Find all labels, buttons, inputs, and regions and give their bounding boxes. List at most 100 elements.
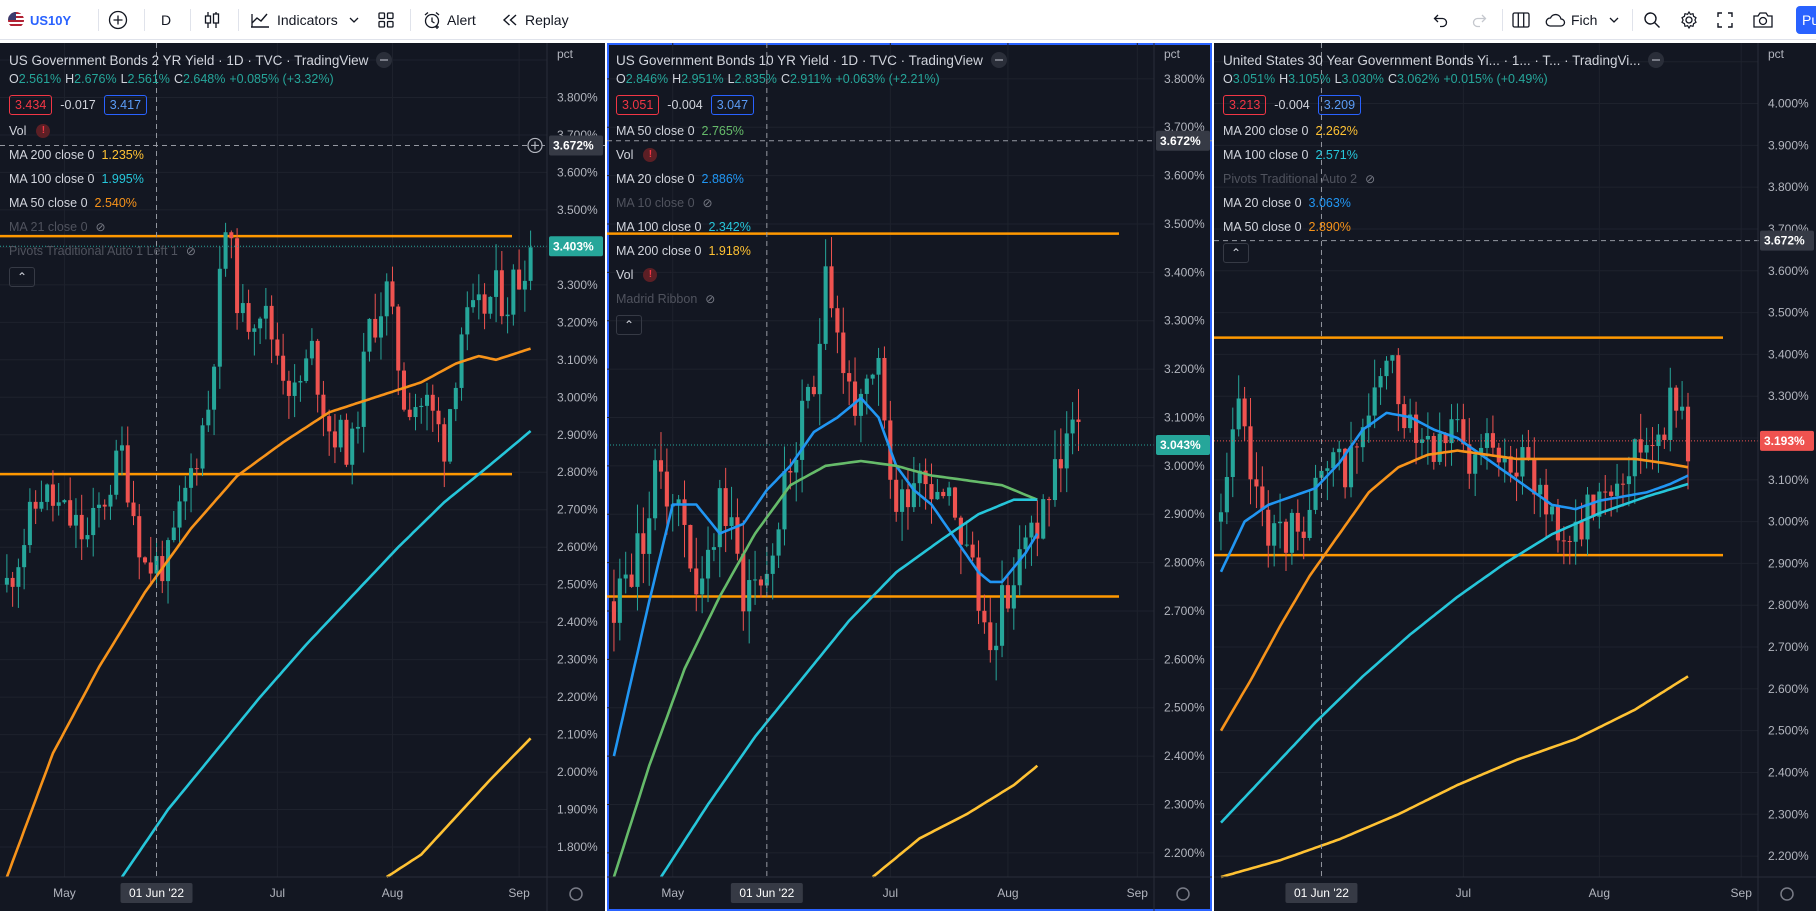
indicator-row[interactable]: MA 100 close 0 2.571% xyxy=(1223,143,1664,167)
indicator-row[interactable]: MA 20 close 0 3.063% xyxy=(1223,191,1664,215)
candle-body xyxy=(56,502,61,506)
price-axis: pct 3.800% 3.700% 3.600% 3.500% 3.400% 3.300% 3… xyxy=(1153,43,1210,911)
interval-button[interactable]: D xyxy=(161,0,171,40)
error-icon[interactable]: ! xyxy=(36,124,51,138)
collapse-legend-button[interactable]: ⌃ xyxy=(9,267,35,287)
templates-button[interactable] xyxy=(377,0,395,40)
candle-body xyxy=(1473,454,1478,474)
moving-average-line xyxy=(871,764,1039,879)
candle-body xyxy=(1254,479,1259,487)
more-menu-icon[interactable] xyxy=(376,52,393,68)
settings-button[interactable] xyxy=(1679,0,1699,40)
indicator-label: Madrid Ribbon xyxy=(616,292,698,306)
chart-type-button[interactable] xyxy=(202,0,222,40)
candle-body xyxy=(635,533,640,587)
redo-icon xyxy=(1472,14,1487,28)
undo-button[interactable] xyxy=(1432,0,1450,40)
indicator-row[interactable]: Vol! xyxy=(616,143,1007,167)
candle-body xyxy=(1218,512,1224,522)
candle-body xyxy=(629,574,634,587)
sell-price-button[interactable]: 3.434 xyxy=(9,95,53,115)
error-icon[interactable]: ! xyxy=(643,148,658,162)
candle-body xyxy=(304,358,309,382)
collapse-legend-button[interactable]: ⌃ xyxy=(616,315,642,335)
indicator-row[interactable]: Vol! xyxy=(616,263,1007,287)
candle-body xyxy=(1319,470,1324,478)
indicator-row[interactable]: Vol! xyxy=(9,119,392,143)
candle-body xyxy=(442,424,447,462)
indicator-row[interactable]: MA 50 close 0 2.540% xyxy=(9,191,392,215)
buy-price-button[interactable]: 3.417 xyxy=(103,95,148,115)
save-layout-button[interactable]: Fich xyxy=(1544,0,1597,40)
settings-gear-icon[interactable] xyxy=(1780,887,1794,901)
settings-gear-icon[interactable] xyxy=(569,887,583,901)
indicator-row[interactable]: MA 200 close 0 1.918% xyxy=(616,239,1007,263)
chart-panel-2y[interactable]: pct3.800%3.700%3.600%3.500%3.400%3.300%3… xyxy=(0,43,605,911)
indicator-row[interactable]: MA 20 close 0 2.886% xyxy=(616,167,1007,191)
indicator-row[interactable]: MA 50 close 0 2.765% xyxy=(616,119,1007,143)
chart-panel-10y[interactable]: pct 3.800% 3.700% 3.600% 3.500% 3.400% 3.300% 3… xyxy=(607,43,1212,911)
indicator-row[interactable]: MA 200 close 0 2.262% xyxy=(1223,119,1664,143)
indicators-dropdown[interactable] xyxy=(348,0,360,40)
collapse-legend-button[interactable]: ⌃ xyxy=(1223,243,1249,263)
sell-price-button[interactable]: 3.051 xyxy=(616,95,660,115)
legend-title-row[interactable]: US Government Bonds 10 YR Yield · 1D · T… xyxy=(616,50,1007,70)
candle-body xyxy=(1360,427,1365,448)
chart-canvas[interactable]: pct3.800%3.700%3.600%3.500%3.400%3.300%3… xyxy=(607,43,1212,911)
toolbar-divider xyxy=(1632,9,1633,31)
moving-average-line xyxy=(1220,675,1689,879)
hidden-eye-icon[interactable]: ⊘ xyxy=(702,196,713,210)
replay-button[interactable]: Replay xyxy=(501,0,569,40)
sell-price-button[interactable]: 3.213 xyxy=(1223,95,1267,115)
open-value: 2.846% xyxy=(625,72,669,86)
indicators-button[interactable]: Indicators xyxy=(249,0,338,40)
indicator-row[interactable]: MA 100 close 0 1.995% xyxy=(9,167,392,191)
legend-title-row[interactable]: United States 30 Year Government Bonds Y… xyxy=(1223,50,1665,70)
snapshot-button[interactable] xyxy=(1752,0,1774,40)
buy-price-button[interactable]: 3.209 xyxy=(1317,95,1362,115)
symbol-search-button[interactable]: US10Y xyxy=(8,0,71,40)
more-menu-icon[interactable] xyxy=(990,52,1007,68)
more-menu-icon[interactable] xyxy=(1648,52,1665,68)
high-value: 2.676% xyxy=(74,72,117,86)
hidden-eye-icon[interactable]: ⊘ xyxy=(705,292,716,306)
layout-dropdown[interactable] xyxy=(1608,0,1620,40)
indicator-row[interactable]: Pivots Traditional Auto 1 Left 1 ⊘ xyxy=(9,239,392,263)
redo-button[interactable] xyxy=(1470,0,1488,40)
hidden-eye-icon[interactable]: ⊘ xyxy=(1365,172,1376,186)
chevron-up-icon: ⌃ xyxy=(16,270,28,284)
candle-body xyxy=(22,545,27,568)
chart-panel-30y[interactable]: pct 4.000% 3.900% 3.800% 3.700% 3.600% 3.500% 3… xyxy=(1214,43,1816,911)
publish-button[interactable]: Pu xyxy=(1796,6,1816,34)
alert-button[interactable]: Alert xyxy=(422,0,476,40)
layout-button[interactable] xyxy=(1511,0,1531,40)
hidden-eye-icon[interactable]: ⊘ xyxy=(185,244,196,258)
chart-canvas[interactable]: pct3.800%3.700%3.600%3.500%3.400%3.300%3… xyxy=(0,43,605,911)
search-button[interactable] xyxy=(1642,0,1662,40)
chart-canvas[interactable]: pct4.000%3.900%3.800%3.700%3.600%3.500%3… xyxy=(1214,43,1816,911)
hidden-eye-icon[interactable]: ⊘ xyxy=(95,220,106,234)
time-tick-label: Jul xyxy=(883,886,898,900)
settings-gear-icon[interactable] xyxy=(1176,887,1190,901)
candle-body xyxy=(700,578,705,595)
indicator-row[interactable]: Madrid Ribbon ⊘ xyxy=(616,287,1007,311)
candle-body xyxy=(641,533,646,554)
candle-body xyxy=(62,500,67,503)
indicator-row[interactable]: MA 200 close 0 1.235% xyxy=(9,143,392,167)
legend-title-row[interactable]: US Government Bonds 2 YR Yield · 1D · TV… xyxy=(9,50,393,70)
indicator-row[interactable]: MA 21 close 0 ⊘ xyxy=(9,215,392,239)
candle-body xyxy=(911,483,916,508)
candle-body xyxy=(647,518,652,554)
indicator-row[interactable]: Pivots Traditional Auto 2 ⊘ xyxy=(1223,167,1664,191)
indicator-row[interactable]: MA 10 close 0 ⊘ xyxy=(616,191,1007,215)
error-icon[interactable]: ! xyxy=(643,268,658,282)
compare-add-button[interactable] xyxy=(108,0,128,40)
candle-body xyxy=(1337,448,1342,453)
candle-body xyxy=(119,445,124,451)
indicator-row[interactable]: MA 50 close 0 2.890% xyxy=(1223,215,1664,239)
candle-body xyxy=(694,568,699,595)
candle-body xyxy=(1680,406,1685,411)
buy-price-button[interactable]: 3.047 xyxy=(710,95,755,115)
fullscreen-button[interactable] xyxy=(1716,0,1734,40)
indicator-row[interactable]: MA 100 close 0 2.342% xyxy=(616,215,1007,239)
